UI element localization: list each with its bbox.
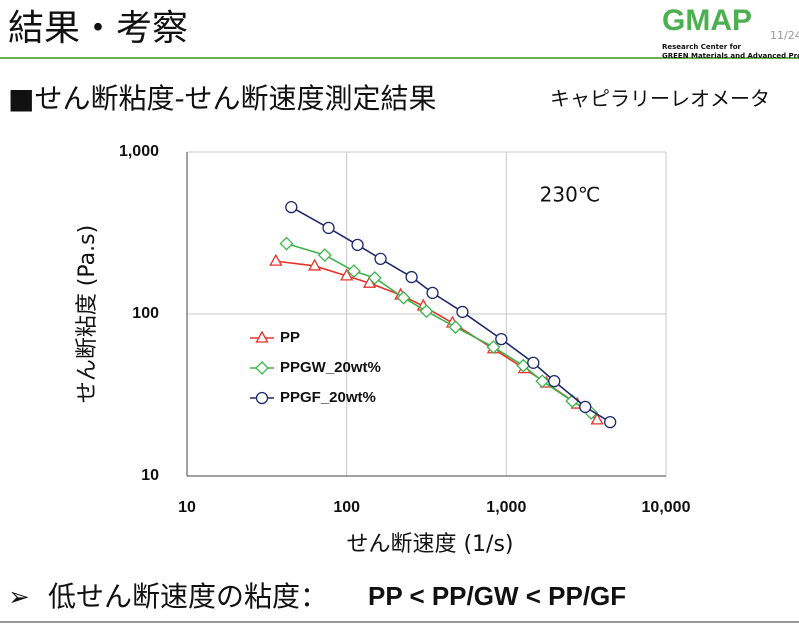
series-line [286, 242, 592, 414]
marker [346, 264, 361, 279]
legend-label: PP [280, 329, 300, 346]
org-line: GREEN Materials and Advanced Processing [662, 52, 799, 60]
annotation: 230℃ [540, 183, 601, 207]
marker [579, 400, 592, 414]
marker [405, 270, 418, 284]
y-tick-label: 100 [132, 305, 159, 322]
marker [535, 374, 550, 389]
marker [426, 286, 439, 300]
logo: GMAP [662, 4, 752, 37]
slide-title: 結果・考察 [8, 8, 188, 49]
marker [269, 253, 283, 266]
marker [419, 304, 434, 319]
marker [255, 391, 269, 405]
org-line: Research Center for [662, 43, 742, 51]
marker [495, 332, 508, 346]
marker [374, 252, 387, 265]
x-axis-label: せん断速度 (1/s) [346, 532, 513, 557]
marker [367, 271, 382, 285]
conclusion-order: PP < PP/GW < PP/GF [368, 581, 626, 611]
y-axis-label: せん断粘度 (Pa.s) [75, 225, 100, 403]
marker [279, 236, 294, 251]
marker [396, 290, 411, 305]
marker [317, 248, 332, 263]
marker [486, 340, 501, 354]
marker [548, 375, 561, 388]
marker [527, 356, 540, 369]
conclusion-label: 低せん断速度の粘度： [48, 580, 328, 613]
marker [590, 412, 604, 425]
marker [285, 200, 298, 214]
x-tick-label: 100 [333, 499, 360, 516]
marker [448, 320, 463, 335]
legend-label: PPGF_20wt% [280, 389, 376, 406]
marker [308, 258, 322, 271]
marker [351, 238, 364, 252]
page-number: 11/24 [770, 29, 799, 42]
y-tick-label: 10 [141, 467, 159, 484]
method: キャピラリーレオメータ [550, 87, 770, 111]
bullet: ➢ [8, 583, 30, 613]
subtitle: ■せん断粘度-せん断速度測定結果 [8, 82, 437, 115]
legend-label: PPGW_20wt% [280, 359, 381, 376]
x-tick-label: 10,000 [642, 499, 691, 516]
marker [604, 415, 617, 429]
y-tick-label: 1,000 [119, 143, 159, 160]
x-tick-label: 1,000 [486, 499, 526, 516]
marker [456, 305, 469, 319]
marker [340, 268, 354, 281]
marker [255, 361, 269, 375]
x-tick-label: 10 [178, 499, 196, 516]
marker [322, 221, 335, 235]
marker [255, 330, 269, 343]
